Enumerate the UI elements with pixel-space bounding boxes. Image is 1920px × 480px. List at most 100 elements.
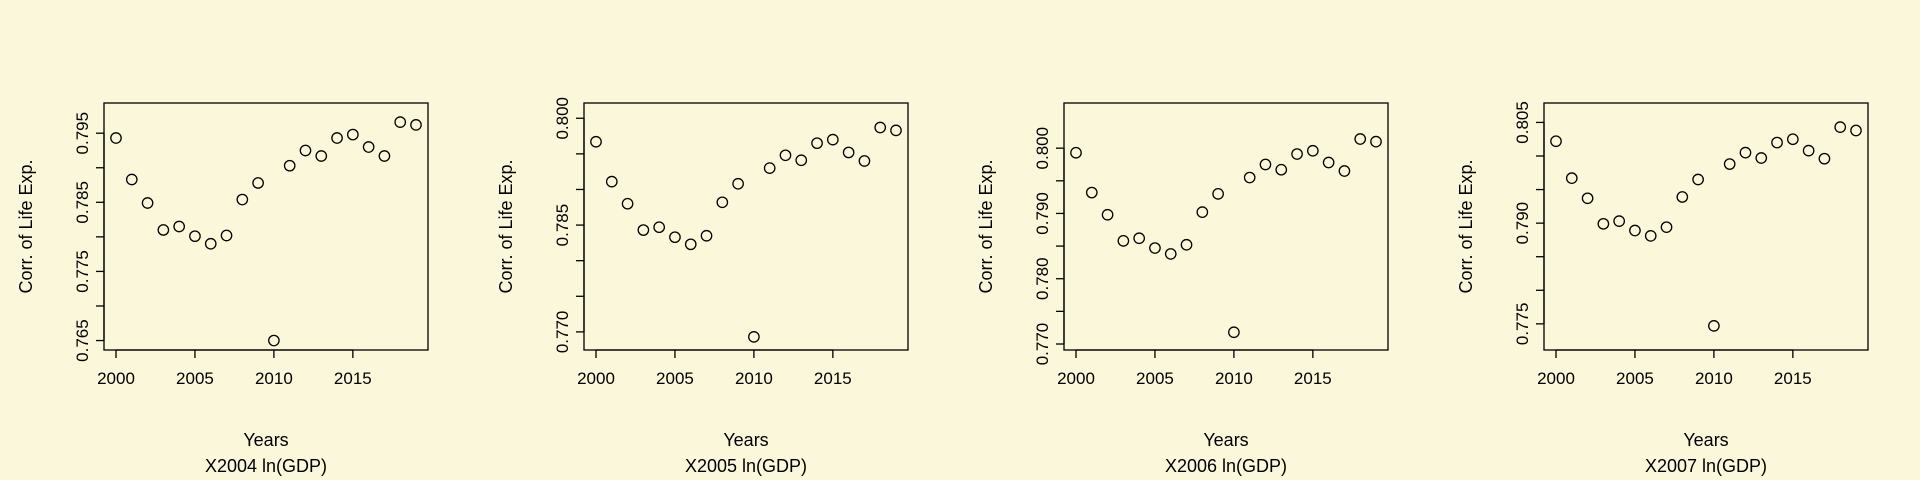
data-point (653, 221, 666, 234)
y-tick-label: 0.805 (1513, 101, 1532, 144)
chart-subtitle: X2007 ln(GDP) (1645, 456, 1767, 476)
data-point (1660, 221, 1673, 234)
data-point (299, 144, 312, 157)
data-point (1117, 235, 1130, 247)
data-point (1370, 135, 1382, 148)
data-point (1739, 146, 1752, 159)
y-tick-label: 0.785 (73, 181, 92, 224)
chart-panel-4: 2000 2005 2010 2015 0.775 0.790 0.805 Corr. of … (1456, 101, 1869, 476)
data-point (1101, 208, 1114, 221)
data-point (378, 150, 391, 162)
x-tick-label: 2015 (1774, 369, 1812, 388)
y-tick-label: 0.780 (1033, 257, 1052, 300)
data-point (220, 229, 233, 242)
data-point (331, 132, 343, 144)
data-point (394, 116, 407, 128)
x-tick-label: 2000 (577, 369, 615, 388)
x-tick-label: 2000 (1057, 369, 1095, 388)
x-tick-label: 2015 (334, 369, 372, 388)
y-tick-label: 0.795 (73, 112, 92, 155)
chart-subtitle: X2006 ln(GDP) (1165, 456, 1287, 476)
data-point (732, 177, 744, 190)
data-point (252, 177, 264, 189)
x-tick-label: 2005 (1136, 369, 1174, 388)
data-point (1275, 163, 1288, 176)
plot-box (1543, 102, 1869, 351)
data-point (748, 331, 760, 343)
data-point (874, 121, 887, 134)
y-tick-label: 0.765 (73, 319, 92, 362)
y-tick-label: 0.785 (553, 204, 572, 247)
data-point (410, 119, 422, 131)
data-point (125, 173, 138, 186)
data-point (1085, 186, 1098, 199)
data-point (1180, 238, 1193, 251)
y-axis-label: Corr. of Life Exp. (976, 159, 996, 293)
data-point (684, 238, 697, 251)
data-point (1550, 135, 1562, 148)
data-point (1070, 146, 1082, 159)
y-tick-label: 0.775 (1513, 303, 1532, 346)
data-point (1629, 224, 1641, 237)
y-axis: 0.775 0.790 0.805 (1513, 101, 1545, 346)
data-point (590, 135, 602, 148)
y-axis-label: Corr. of Life Exp. (496, 159, 516, 293)
data-point (1802, 144, 1815, 157)
data-point (283, 159, 296, 172)
data-point (1755, 152, 1768, 164)
data-point (826, 133, 839, 146)
data-point (1196, 206, 1209, 218)
x-axis-label: Years (243, 430, 288, 450)
data-points (590, 121, 902, 343)
data-point (315, 150, 328, 162)
data-point (842, 146, 855, 159)
data-point (858, 155, 871, 167)
x-tick-label: 2010 (735, 369, 773, 388)
data-point (157, 224, 170, 236)
y-axis: 0.765 0.775 0.785 0.795 (73, 112, 105, 362)
data-point (1692, 173, 1704, 186)
x-axis-label: Years (1203, 430, 1248, 450)
plot-box (583, 102, 909, 351)
data-point (1212, 188, 1224, 200)
chart-subtitle: X2005 ln(GDP) (685, 456, 807, 476)
y-tick-label: 0.770 (1033, 323, 1052, 366)
data-point (700, 229, 713, 242)
chart-subtitle: X2004 ln(GDP) (205, 456, 327, 476)
x-axis: 2000 2005 2010 2015 (577, 349, 852, 388)
y-tick-label: 0.770 (553, 311, 572, 354)
data-point (268, 334, 280, 347)
y-tick-label: 0.790 (1033, 192, 1052, 235)
data-points (1550, 121, 1862, 332)
x-axis: 2000 2005 2010 2015 (1057, 349, 1332, 388)
chart-panel-2: 2000 2005 2010 2015 0.770 0.785 0.800 Corr. of … (496, 97, 909, 476)
data-point (1818, 152, 1831, 165)
data-point (779, 149, 792, 162)
data-point (204, 237, 217, 250)
y-axis: 0.770 0.785 0.800 (553, 97, 585, 354)
data-point (1676, 191, 1689, 203)
y-tick-label: 0.800 (1033, 127, 1052, 170)
x-tick-label: 2010 (1695, 369, 1733, 388)
x-tick-label: 2010 (255, 369, 293, 388)
data-point (1291, 148, 1303, 160)
data-point (236, 193, 249, 206)
data-point (1243, 171, 1256, 184)
data-point (1613, 215, 1626, 227)
data-point (1834, 121, 1847, 133)
data-point (1723, 158, 1736, 170)
x-tick-label: 2005 (1616, 369, 1654, 388)
plot-box (1063, 102, 1389, 351)
y-tick-label: 0.790 (1513, 202, 1532, 245)
data-point (1306, 144, 1319, 157)
x-tick-label: 2000 (97, 369, 135, 388)
data-point (1133, 232, 1146, 245)
data-point (669, 231, 681, 244)
data-point (141, 197, 154, 209)
chart-panel-1: 2000 2005 2010 2015 0.765 0.775 0.785 0.795 Corr… (16, 102, 429, 476)
data-point (1164, 248, 1177, 260)
data-point (110, 132, 122, 144)
data-point (1850, 124, 1862, 137)
x-tick-label: 2015 (1294, 369, 1332, 388)
